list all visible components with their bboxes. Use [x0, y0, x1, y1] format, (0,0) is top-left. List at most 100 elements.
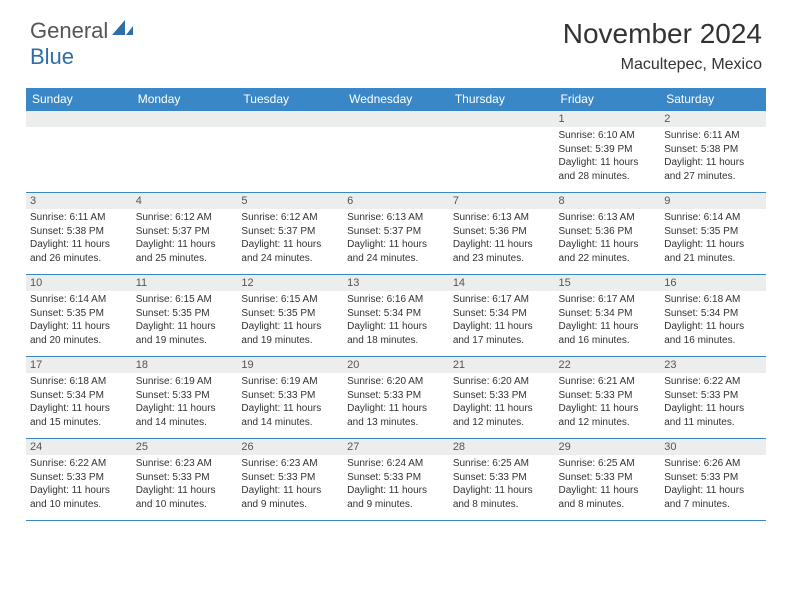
day-number: 19 [237, 357, 343, 373]
day-detail-line: Sunset: 5:33 PM [241, 389, 339, 403]
day-detail-line: Sunrise: 6:11 AM [30, 211, 128, 225]
calendar-day-cell: 5Sunrise: 6:12 AMSunset: 5:37 PMDaylight… [237, 193, 343, 275]
day-detail-line: Sunset: 5:33 PM [559, 471, 657, 485]
calendar-day-cell: 30Sunrise: 6:26 AMSunset: 5:33 PMDayligh… [660, 439, 766, 521]
day-detail-line: Daylight: 11 hours [559, 402, 657, 416]
calendar-week-row: 1Sunrise: 6:10 AMSunset: 5:39 PMDaylight… [26, 111, 766, 193]
day-detail-line: Daylight: 11 hours [453, 402, 551, 416]
day-detail-line: Daylight: 11 hours [136, 402, 234, 416]
day-detail-line: and 10 minutes. [136, 498, 234, 512]
calendar-day-cell: 29Sunrise: 6:25 AMSunset: 5:33 PMDayligh… [555, 439, 661, 521]
weekday-header: Friday [555, 88, 661, 111]
day-details: Sunrise: 6:19 AMSunset: 5:33 PMDaylight:… [132, 373, 238, 433]
calendar-day-cell: 3Sunrise: 6:11 AMSunset: 5:38 PMDaylight… [26, 193, 132, 275]
weekday-header: Tuesday [237, 88, 343, 111]
day-details: Sunrise: 6:23 AMSunset: 5:33 PMDaylight:… [132, 455, 238, 515]
day-detail-line: Sunrise: 6:10 AM [559, 129, 657, 143]
calendar-day-cell [132, 111, 238, 193]
calendar-day-cell [26, 111, 132, 193]
calendar-week-row: 24Sunrise: 6:22 AMSunset: 5:33 PMDayligh… [26, 439, 766, 521]
day-number [132, 111, 238, 127]
day-detail-line: Sunset: 5:34 PM [664, 307, 762, 321]
day-detail-line: Sunrise: 6:17 AM [453, 293, 551, 307]
day-detail-line: Sunset: 5:34 PM [347, 307, 445, 321]
day-details: Sunrise: 6:18 AMSunset: 5:34 PMDaylight:… [26, 373, 132, 433]
day-detail-line: Sunset: 5:35 PM [664, 225, 762, 239]
day-detail-line: Sunrise: 6:15 AM [136, 293, 234, 307]
day-details: Sunrise: 6:11 AMSunset: 5:38 PMDaylight:… [660, 127, 766, 187]
day-detail-line: Sunrise: 6:26 AM [664, 457, 762, 471]
calendar-week-row: 3Sunrise: 6:11 AMSunset: 5:38 PMDaylight… [26, 193, 766, 275]
day-number: 20 [343, 357, 449, 373]
day-detail-line: Sunset: 5:37 PM [347, 225, 445, 239]
day-number: 18 [132, 357, 238, 373]
day-detail-line: Sunrise: 6:22 AM [664, 375, 762, 389]
day-detail-line: Sunrise: 6:25 AM [453, 457, 551, 471]
day-detail-line: Sunrise: 6:19 AM [136, 375, 234, 389]
day-number: 30 [660, 439, 766, 455]
day-detail-line: Daylight: 11 hours [347, 484, 445, 498]
day-detail-line: Sunset: 5:35 PM [136, 307, 234, 321]
day-detail-line: Daylight: 11 hours [664, 402, 762, 416]
day-detail-line: Daylight: 11 hours [136, 238, 234, 252]
weekday-header: Wednesday [343, 88, 449, 111]
day-detail-line: Sunrise: 6:23 AM [136, 457, 234, 471]
day-details: Sunrise: 6:12 AMSunset: 5:37 PMDaylight:… [132, 209, 238, 269]
calendar-day-cell: 15Sunrise: 6:17 AMSunset: 5:34 PMDayligh… [555, 275, 661, 357]
title-block: November 2024 Macultepec, Mexico [563, 18, 762, 74]
day-details: Sunrise: 6:24 AMSunset: 5:33 PMDaylight:… [343, 455, 449, 515]
day-detail-line: Daylight: 11 hours [241, 320, 339, 334]
day-detail-line: Sunset: 5:33 PM [136, 389, 234, 403]
day-number [237, 111, 343, 127]
logo: General [30, 18, 134, 44]
day-number: 27 [343, 439, 449, 455]
day-number: 5 [237, 193, 343, 209]
day-detail-line: Daylight: 11 hours [559, 238, 657, 252]
day-details: Sunrise: 6:12 AMSunset: 5:37 PMDaylight:… [237, 209, 343, 269]
day-detail-line: and 12 minutes. [453, 416, 551, 430]
day-detail-line: Sunrise: 6:19 AM [241, 375, 339, 389]
day-detail-line: Daylight: 11 hours [664, 238, 762, 252]
day-details: Sunrise: 6:16 AMSunset: 5:34 PMDaylight:… [343, 291, 449, 351]
day-number: 23 [660, 357, 766, 373]
day-detail-line: and 28 minutes. [559, 170, 657, 184]
calendar-day-cell: 18Sunrise: 6:19 AMSunset: 5:33 PMDayligh… [132, 357, 238, 439]
calendar-day-cell: 16Sunrise: 6:18 AMSunset: 5:34 PMDayligh… [660, 275, 766, 357]
day-detail-line: Sunset: 5:33 PM [136, 471, 234, 485]
day-number: 6 [343, 193, 449, 209]
day-detail-line: and 13 minutes. [347, 416, 445, 430]
calendar-day-cell: 28Sunrise: 6:25 AMSunset: 5:33 PMDayligh… [449, 439, 555, 521]
header: General November 2024 Macultepec, Mexico [0, 0, 792, 82]
day-detail-line: Daylight: 11 hours [30, 402, 128, 416]
day-detail-line: Sunrise: 6:15 AM [241, 293, 339, 307]
calendar-day-cell [343, 111, 449, 193]
day-detail-line: and 14 minutes. [136, 416, 234, 430]
calendar-body: 1Sunrise: 6:10 AMSunset: 5:39 PMDaylight… [26, 111, 766, 521]
day-details: Sunrise: 6:10 AMSunset: 5:39 PMDaylight:… [555, 127, 661, 187]
day-detail-line: Sunrise: 6:11 AM [664, 129, 762, 143]
day-details: Sunrise: 6:15 AMSunset: 5:35 PMDaylight:… [132, 291, 238, 351]
calendar-day-cell [449, 111, 555, 193]
day-detail-line: Sunset: 5:35 PM [241, 307, 339, 321]
day-number: 13 [343, 275, 449, 291]
day-detail-line: Daylight: 11 hours [30, 484, 128, 498]
calendar-day-cell: 26Sunrise: 6:23 AMSunset: 5:33 PMDayligh… [237, 439, 343, 521]
day-detail-line: Sunrise: 6:22 AM [30, 457, 128, 471]
calendar-header-row: Sunday Monday Tuesday Wednesday Thursday… [26, 88, 766, 111]
day-details: Sunrise: 6:13 AMSunset: 5:37 PMDaylight:… [343, 209, 449, 269]
day-detail-line: Sunset: 5:33 PM [453, 389, 551, 403]
calendar-day-cell: 24Sunrise: 6:22 AMSunset: 5:33 PMDayligh… [26, 439, 132, 521]
day-detail-line: Sunset: 5:38 PM [30, 225, 128, 239]
day-detail-line: and 26 minutes. [30, 252, 128, 266]
day-details [449, 127, 555, 133]
day-detail-line: Daylight: 11 hours [347, 238, 445, 252]
day-detail-line: and 25 minutes. [136, 252, 234, 266]
calendar-day-cell: 8Sunrise: 6:13 AMSunset: 5:36 PMDaylight… [555, 193, 661, 275]
day-details: Sunrise: 6:21 AMSunset: 5:33 PMDaylight:… [555, 373, 661, 433]
day-number: 11 [132, 275, 238, 291]
day-number: 4 [132, 193, 238, 209]
day-detail-line: Sunrise: 6:18 AM [30, 375, 128, 389]
day-detail-line: Daylight: 11 hours [241, 402, 339, 416]
calendar-day-cell: 6Sunrise: 6:13 AMSunset: 5:37 PMDaylight… [343, 193, 449, 275]
day-detail-line: Sunset: 5:33 PM [30, 471, 128, 485]
